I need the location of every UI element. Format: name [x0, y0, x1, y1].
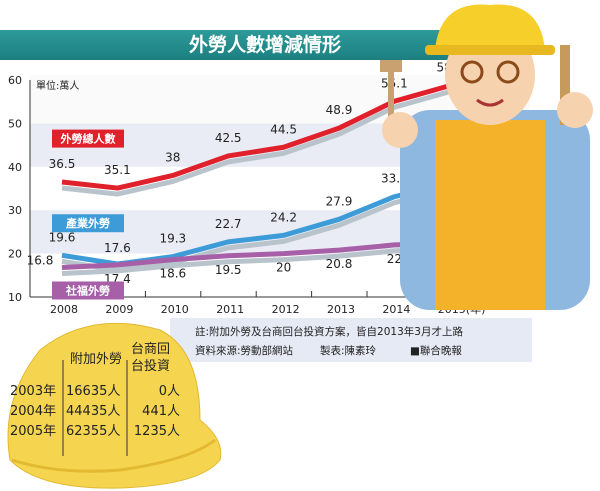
legend-swatch [52, 214, 124, 233]
data-label: 35.1 [104, 163, 131, 177]
table-cell: 62355人 [66, 424, 121, 439]
legend-label: 社福外勞 [65, 283, 110, 297]
table-cell: 441人 [142, 404, 180, 419]
publisher-text: ■聯合晚報 [410, 345, 462, 357]
x-tick-label: 2012 [272, 303, 300, 316]
table-cell: 2005年 [10, 424, 57, 439]
data-label: 44.5 [270, 122, 297, 136]
table-header: 台投資 [131, 359, 171, 374]
worker-illustration [380, 4, 593, 310]
data-label: 22 [387, 252, 402, 266]
data-label: 27.9 [326, 194, 353, 208]
legend-label: 產業外勞 [65, 216, 110, 230]
table-cell: 0人 [158, 384, 180, 399]
series-line [61, 83, 451, 191]
legend-swatch [52, 281, 124, 300]
data-label: 20.8 [326, 257, 353, 271]
legend-label: 外勞總人數 [60, 132, 116, 146]
table-cell: 1235人 [133, 424, 180, 439]
legend-swatch [52, 129, 124, 148]
footnote: 註:附加外勞及台商回台投資方案，皆自2013年3月才上路 資料來源:勞動部網站 … [170, 318, 532, 362]
source-text: 資料來源:勞動部網站 [195, 345, 294, 357]
table-cell: 44435人 [66, 404, 121, 419]
table-cell: 2004年 [10, 404, 57, 419]
data-label: 55.1 [381, 76, 408, 90]
x-tick-label: 2010 [161, 303, 189, 316]
data-label: 36.5 [49, 157, 76, 171]
note-text: 註:附加外勞及台商回台投資方案，皆自2013年3月才上路 [195, 326, 463, 338]
table-cell: 2003年 [10, 384, 57, 399]
series-shadow [61, 89, 451, 197]
y-tick-label: 10 [8, 291, 22, 304]
unit-label: 單位:萬人 [36, 79, 79, 92]
x-tick-label: 2008 [50, 303, 78, 316]
data-label: 20 [276, 261, 291, 275]
table-header: 附加外勞 [70, 352, 123, 367]
x-tick-label: 2013 [327, 303, 355, 316]
data-label: 22.7 [215, 217, 242, 231]
data-label: 17.6 [104, 241, 131, 255]
y-tick-label: 20 [8, 248, 22, 261]
x-tick-label: 2014 [382, 303, 410, 316]
y-tick-label: 40 [8, 161, 22, 174]
data-label: 48.9 [326, 103, 353, 117]
data-label: 18.6 [159, 267, 186, 281]
maker-text: 製表:陳素玲 [320, 345, 377, 357]
data-label: 24.2 [270, 210, 297, 224]
data-label: 19.3 [159, 232, 186, 246]
data-label: 16.8 [27, 253, 54, 267]
y-tick-label: 60 [8, 74, 22, 87]
data-label: 42.5 [215, 131, 242, 145]
data-label: 19.5 [215, 263, 242, 277]
x-tick-label: 2009 [105, 303, 133, 316]
series-shadow [61, 246, 450, 276]
table-header: 台商回 [131, 342, 171, 357]
helmet-illustration [7, 322, 222, 489]
table-cell: 16635人 [66, 384, 121, 399]
series-line [61, 240, 450, 270]
y-tick-label: 50 [8, 117, 22, 130]
data-label: 19.6 [49, 230, 76, 244]
x-tick-label: 2011 [216, 303, 244, 316]
data-label: 38 [165, 150, 180, 164]
y-tick-label: 30 [8, 204, 22, 217]
